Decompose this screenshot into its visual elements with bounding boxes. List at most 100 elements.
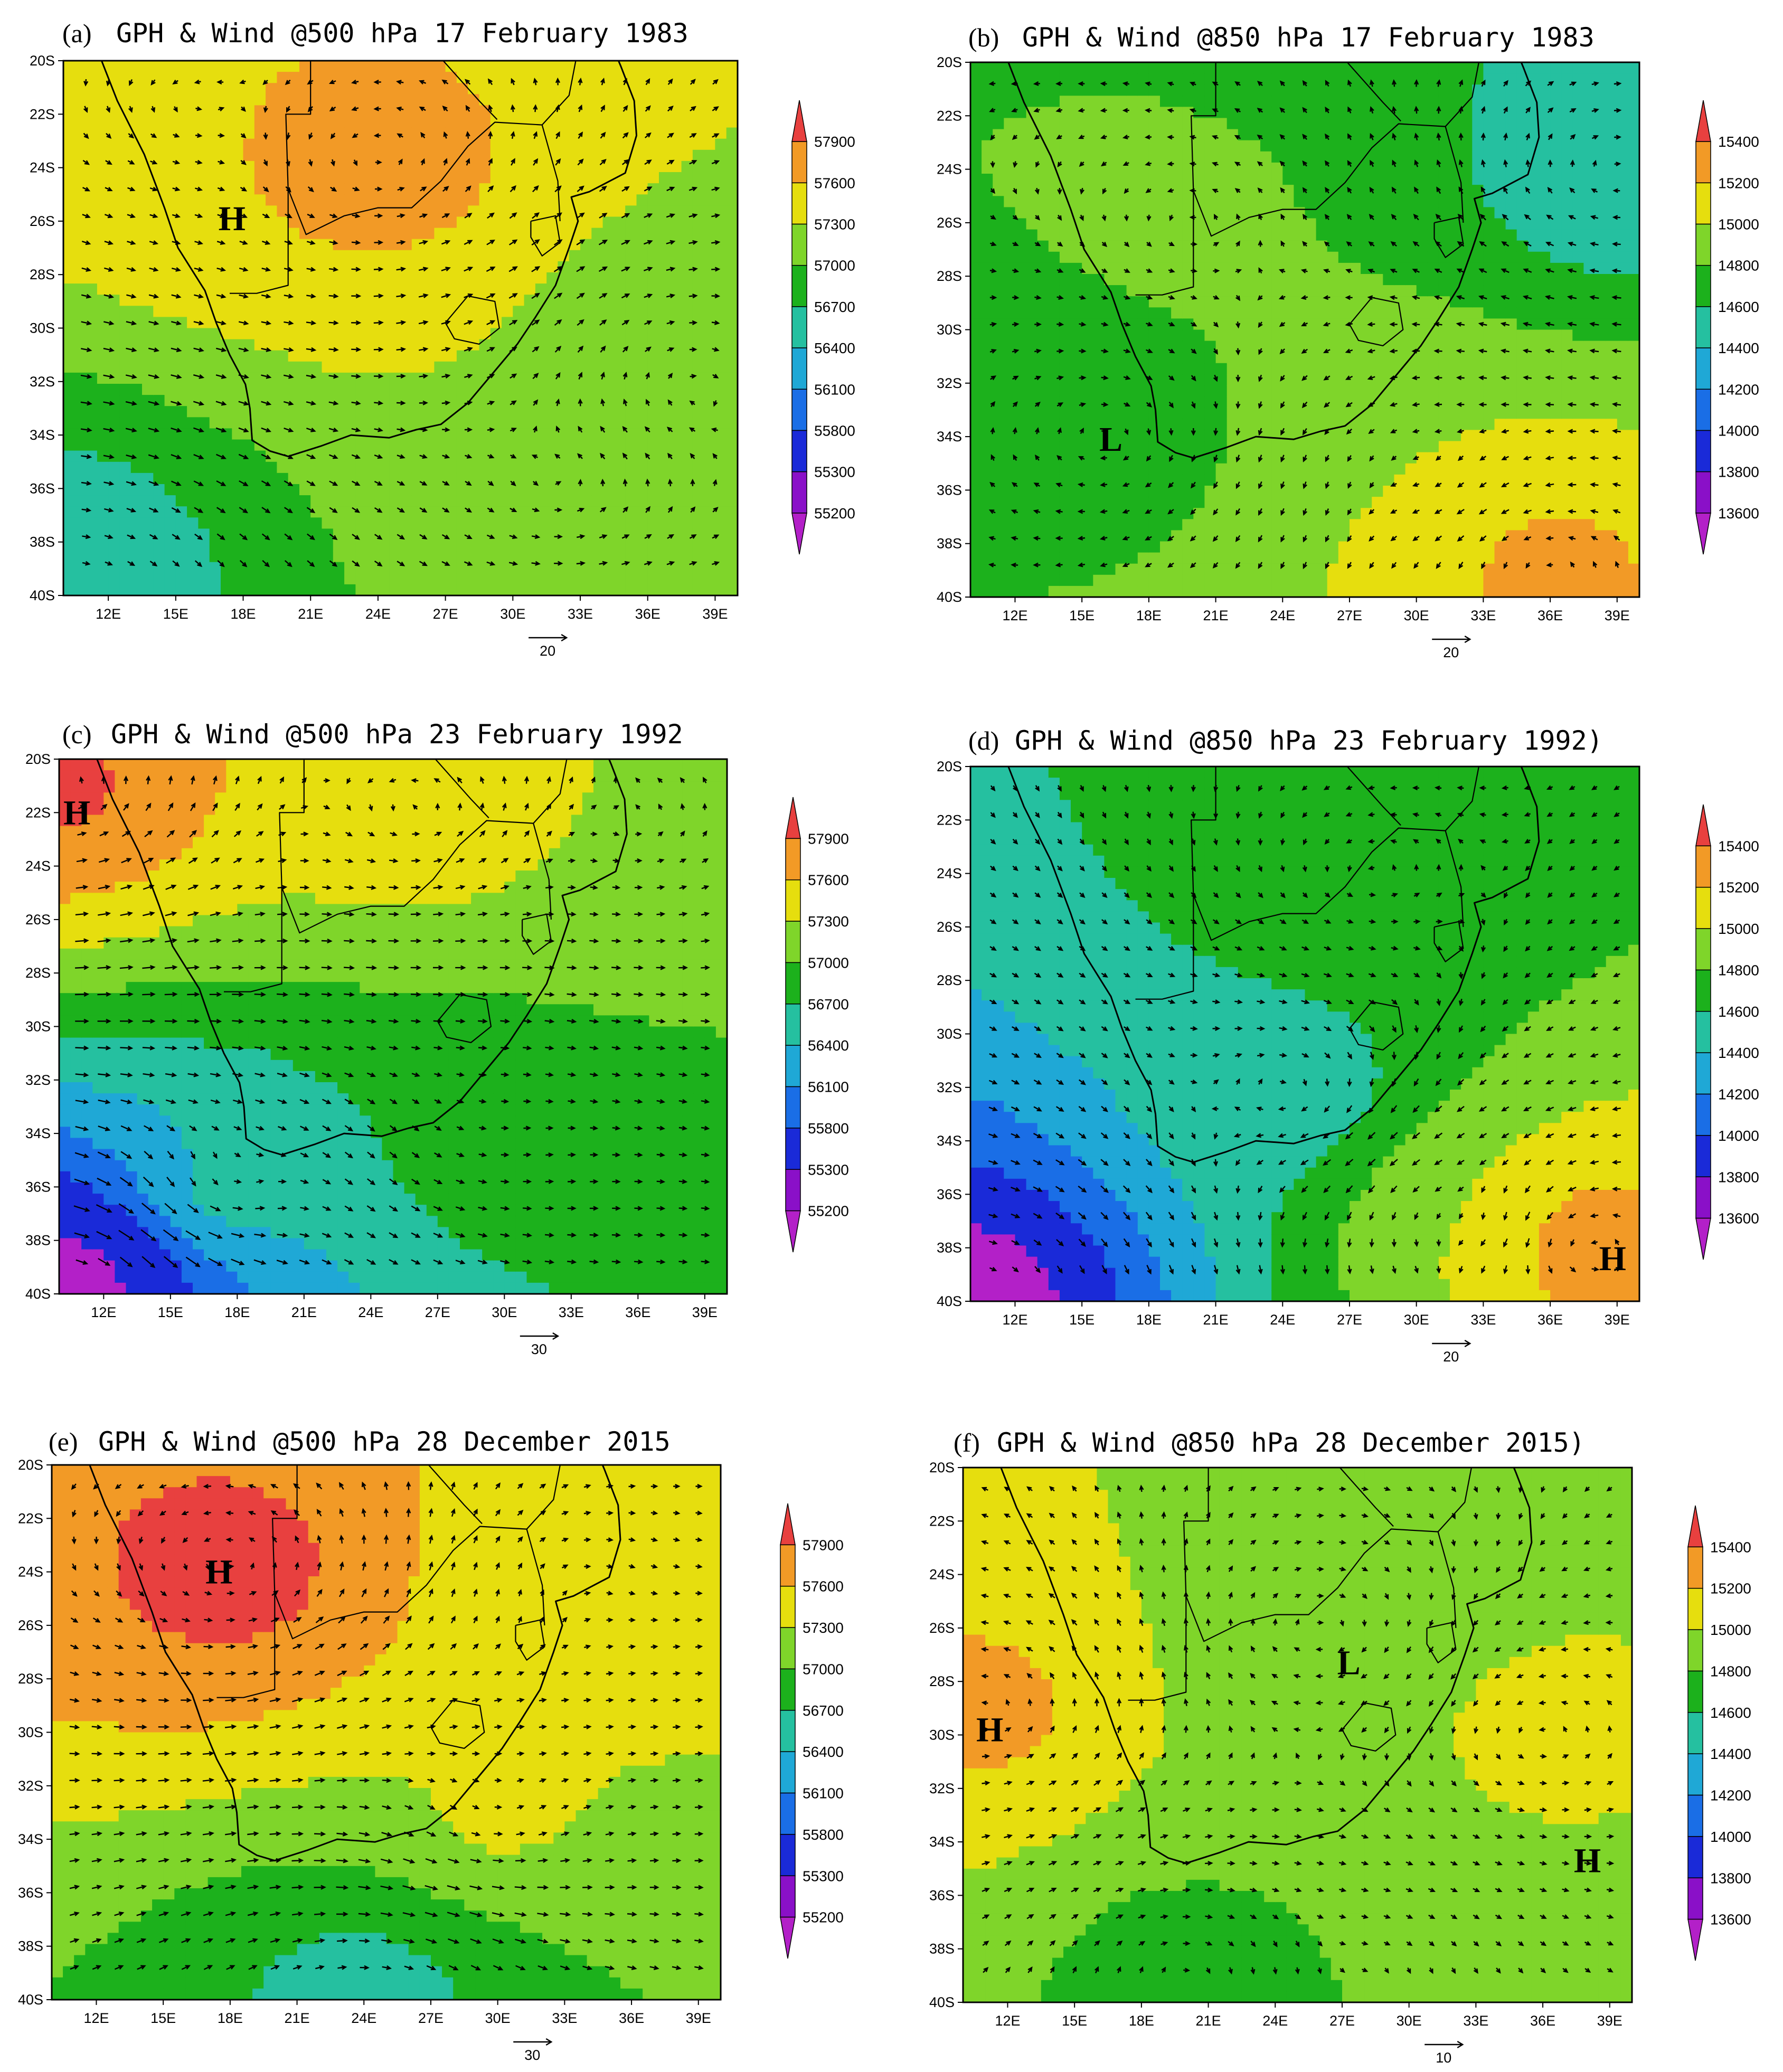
field-cell <box>558 127 570 139</box>
wind-vector <box>329 106 336 112</box>
field-cell <box>119 562 131 574</box>
lat-tick-label: 20S <box>30 53 55 69</box>
field-cell <box>1171 474 1183 486</box>
field-cell <box>1282 296 1295 308</box>
field-cell <box>1182 207 1194 219</box>
field-cell <box>97 61 109 72</box>
field-cell <box>411 138 423 150</box>
field-cell <box>1227 240 1239 252</box>
field-cell <box>288 149 300 162</box>
field-cell <box>1160 73 1172 85</box>
lon-tick-label: 33E <box>568 606 593 622</box>
wind-vector <box>329 507 338 513</box>
field-cell <box>1059 307 1071 319</box>
field-cell <box>1126 552 1138 564</box>
field-cell <box>1193 474 1205 486</box>
wind-vector <box>306 267 316 272</box>
field-cell <box>153 283 165 295</box>
field-cell <box>74 384 87 395</box>
field-cell <box>299 484 312 496</box>
field-cell <box>411 540 423 552</box>
field-cell <box>108 384 120 395</box>
field-cell <box>1048 96 1060 108</box>
field-cell <box>970 340 982 353</box>
field-cell <box>659 295 671 307</box>
field-cell <box>1093 419 1105 431</box>
field-cell <box>299 317 312 329</box>
field-cell <box>535 528 547 541</box>
field-cell <box>97 551 109 563</box>
field-cell <box>1182 307 1194 319</box>
field-cell <box>1171 207 1183 219</box>
field-cell <box>513 138 525 150</box>
wind-vector <box>533 104 538 112</box>
field-cell <box>726 551 738 563</box>
field-cell <box>546 328 559 340</box>
wind-vector <box>689 320 698 325</box>
field-cell <box>1260 585 1272 597</box>
field-cell <box>659 283 671 295</box>
field-cell <box>1160 96 1172 108</box>
field-cell <box>74 261 87 273</box>
field-cell <box>1137 73 1149 85</box>
field-cell <box>411 160 423 173</box>
field-cell <box>366 528 379 541</box>
field-cell <box>1093 574 1105 586</box>
field-cell <box>187 216 199 229</box>
field-cell <box>164 83 176 95</box>
field-cell <box>681 573 693 585</box>
field-cell <box>1193 73 1205 85</box>
field-cell <box>670 272 682 284</box>
field-cell <box>1249 340 1261 353</box>
field-cell <box>153 551 165 563</box>
field-cell <box>221 205 233 217</box>
field-cell <box>636 172 648 184</box>
field-cell <box>993 530 1005 542</box>
field-cell <box>468 361 480 373</box>
field-cell <box>513 250 525 262</box>
wind-vector <box>128 106 133 113</box>
wind-vector <box>508 561 518 566</box>
field-cell <box>569 372 581 384</box>
field-cell <box>333 495 345 507</box>
field-cell <box>366 216 379 229</box>
field-cell <box>1037 352 1049 364</box>
field-cell <box>993 218 1005 230</box>
field-cell <box>692 406 704 418</box>
field-cell <box>524 205 536 217</box>
field-cell <box>1171 129 1183 141</box>
field-cell <box>445 439 457 451</box>
field-cell <box>1126 218 1138 230</box>
field-cell <box>591 528 603 541</box>
field-cell <box>1238 318 1250 330</box>
field-cell <box>1215 519 1228 531</box>
field-cell <box>198 573 210 585</box>
field-cell <box>681 361 693 373</box>
field-cell <box>63 328 76 340</box>
field-cell <box>333 105 345 117</box>
field-cell <box>299 395 312 406</box>
field-cell <box>659 72 671 83</box>
field-cell <box>670 160 682 173</box>
field-cell <box>97 584 109 595</box>
field-cell <box>993 396 1005 408</box>
wind-vector <box>126 267 137 272</box>
field-cell <box>591 160 603 173</box>
field-cell <box>1082 185 1094 196</box>
wind-vector <box>80 427 92 432</box>
field-cell <box>1260 62 1272 74</box>
field-cell <box>1115 174 1127 185</box>
field-cell <box>1104 229 1116 241</box>
field-cell <box>187 295 199 307</box>
field-cell <box>1182 497 1194 508</box>
field-cell <box>187 61 199 72</box>
field-cell <box>389 328 401 340</box>
field-cell <box>355 116 367 128</box>
field-cell <box>411 484 423 496</box>
field-cell <box>423 517 435 529</box>
field-cell <box>1204 519 1216 531</box>
field-cell <box>209 295 221 307</box>
field-cell <box>1015 441 1027 453</box>
field-cell <box>86 317 98 329</box>
field-cell <box>198 328 210 340</box>
